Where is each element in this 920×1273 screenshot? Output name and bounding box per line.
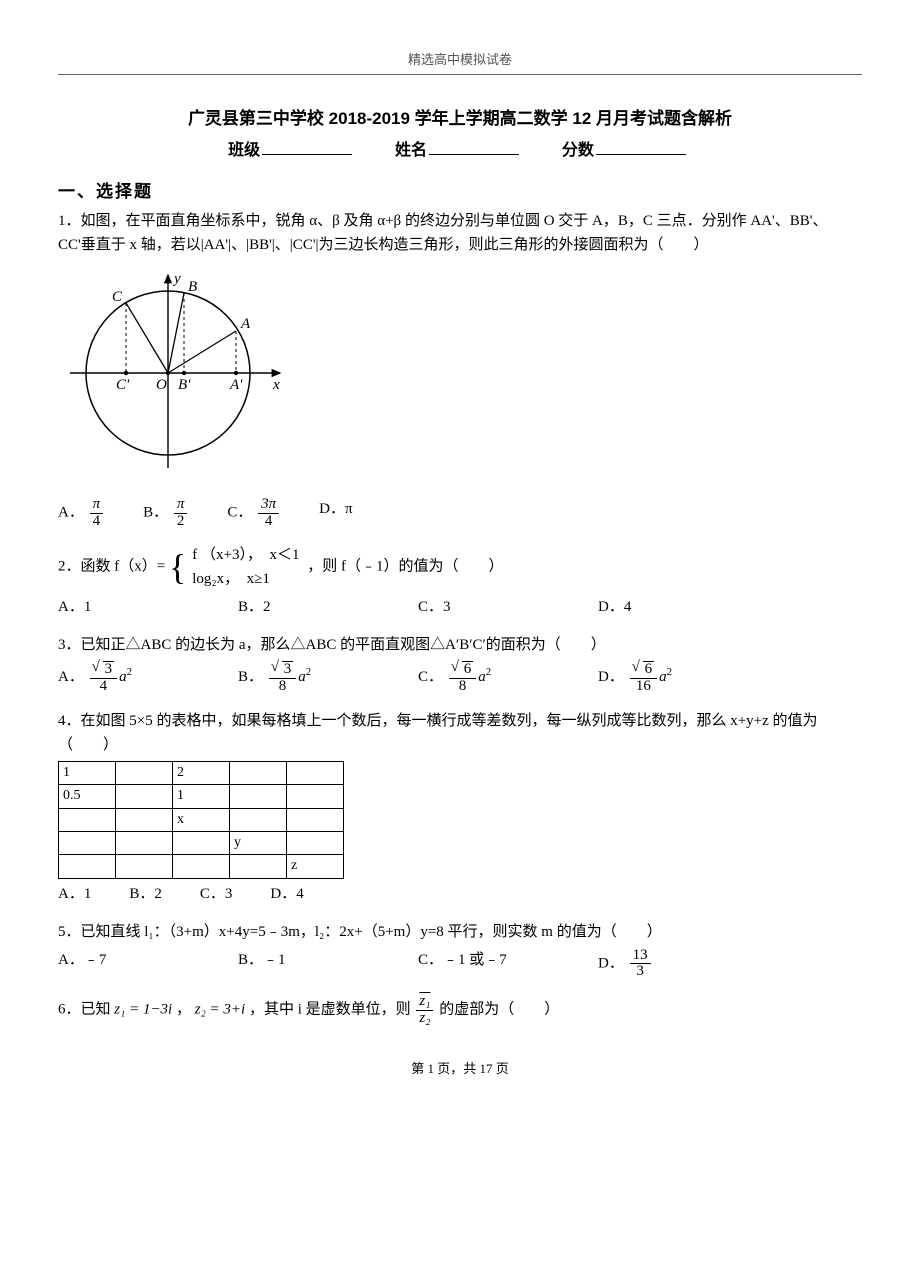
svg-text:y: y: [172, 271, 181, 287]
q2-opt-c: C．3: [418, 595, 598, 619]
exam-title: 广灵县第三中学校 2018-2019 学年上学期高二数学 12 月月考试题含解析: [58, 105, 862, 132]
q4-opt-b: B．2: [129, 882, 162, 906]
question-3: 3．已知正△ABC 的边长为 a，那么△ABC 的平面直观图△A′B′C′的面积…: [58, 633, 862, 657]
q1-opt-d: D．π: [319, 497, 352, 530]
q4-opt-c: C．3: [200, 882, 233, 906]
page-footer: 第 1 页，共 17 页: [58, 1059, 862, 1080]
q2-opt-b: B．2: [238, 595, 418, 619]
q4-grid: 12 0.51 x y z: [58, 761, 344, 879]
q2-opt-d: D．4: [598, 595, 778, 619]
student-fields: 班级 姓名 分数: [58, 138, 862, 164]
blank-name[interactable]: [429, 138, 519, 155]
question-2: 2．函数 f（x）= { f （x+3）， x＜1 log₂x， x≥1 ，则 …: [58, 543, 862, 591]
q3-opt-c: C． 68a2: [418, 661, 598, 695]
q5-opt-d: D． 133: [598, 948, 778, 981]
q4-opt-d: D．4: [270, 882, 303, 906]
q2-options: A．1 B．2 C．3 D．4: [58, 595, 862, 619]
q3-opt-a: A． 34a2: [58, 661, 238, 695]
svg-text:A': A': [229, 377, 243, 393]
question-4: 4．在如图 5×5 的表格中，如果每格填上一个数后，每一横行成等差数列，每一纵列…: [58, 709, 862, 757]
q2-stem-pre: 2．函数 f（x）=: [58, 559, 165, 575]
svg-text:B: B: [188, 279, 197, 295]
q1-stem: 1．如图，在平面直角坐标系中，锐角 α、β 及角 α+β 的终边分别与单位圆 O…: [58, 213, 827, 253]
q2-opt-a: A．1: [58, 595, 238, 619]
fraction-icon: z₁ z₂: [416, 994, 433, 1027]
q1-diagram: A B C A' B' C' O x y: [58, 263, 862, 491]
section-1-heading: 一、选择题: [58, 178, 862, 205]
question-1: 1．如图，在平面直角坐标系中，锐角 α、β 及角 α+β 的终边分别与单位圆 O…: [58, 209, 862, 257]
q3-opt-b: B． 38a2: [238, 661, 418, 695]
q4-opt-a: A．1: [58, 882, 91, 906]
q4-options: A．1 B．2 C．3 D．4: [58, 882, 862, 906]
svg-text:A: A: [240, 316, 251, 332]
q5-opt-b: B．﹣1: [238, 948, 418, 981]
svg-text:B': B': [178, 377, 191, 393]
piecewise-icon: { f （x+3）， x＜1 log₂x， x≥1: [169, 543, 304, 591]
q1-opt-a: A． π4: [58, 497, 105, 530]
q5-options: A．﹣7 B．﹣1 C．﹣1 或﹣7 D． 133: [58, 948, 862, 981]
q3-options: A． 34a2 B． 38a2 C． 68a2 D． 616a2: [58, 661, 862, 695]
q3-opt-d: D． 616a2: [598, 661, 778, 695]
q1-options: A． π4 B． π2 C． 3π4 D．π: [58, 497, 862, 530]
svg-text:C': C': [116, 377, 130, 393]
q5-opt-c: C．﹣1 或﹣7: [418, 948, 598, 981]
blank-class[interactable]: [262, 138, 352, 155]
q1-opt-c: C． 3π4: [227, 497, 281, 530]
label-score: 分数: [562, 142, 594, 159]
header-note: 精选高中模拟试卷: [58, 50, 862, 75]
unit-circle-svg: A B C A' B' C' O x y: [58, 263, 288, 483]
svg-text:x: x: [272, 377, 280, 393]
q5-opt-a: A．﹣7: [58, 948, 238, 981]
q2-stem-post: ，则 f（﹣1）的值为（ ）: [307, 559, 503, 575]
label-class: 班级: [228, 142, 260, 159]
question-5: 5．已知直线 l₁：（3+m）x+4y=5﹣3m，l₂：2x+（5+m）y=8 …: [58, 920, 862, 944]
svg-text:O: O: [156, 377, 167, 393]
svg-text:C: C: [112, 289, 123, 305]
label-name: 姓名: [395, 142, 427, 159]
q1-opt-b: B． π2: [143, 497, 189, 530]
question-6: 6．已知 z₁ = 1−3i ， z₂ = 3+i ，其中 i 是虚数单位，则 …: [58, 994, 862, 1027]
blank-score[interactable]: [596, 138, 686, 155]
